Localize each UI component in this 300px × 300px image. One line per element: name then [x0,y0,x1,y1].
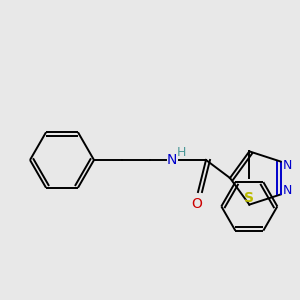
Text: N: N [167,153,177,167]
Text: N: N [283,159,292,172]
Text: O: O [192,197,203,211]
Text: N: N [283,184,292,197]
Text: H: H [176,146,186,158]
Text: S: S [244,190,254,205]
